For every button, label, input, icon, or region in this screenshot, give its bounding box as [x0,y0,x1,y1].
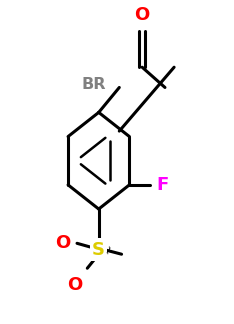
Text: BR: BR [81,77,106,92]
Text: O: O [135,6,150,24]
Text: S: S [92,240,105,259]
Text: ~: ~ [101,242,116,256]
Text: F: F [157,176,169,194]
Text: O: O [55,234,70,252]
Text: O: O [67,276,83,294]
